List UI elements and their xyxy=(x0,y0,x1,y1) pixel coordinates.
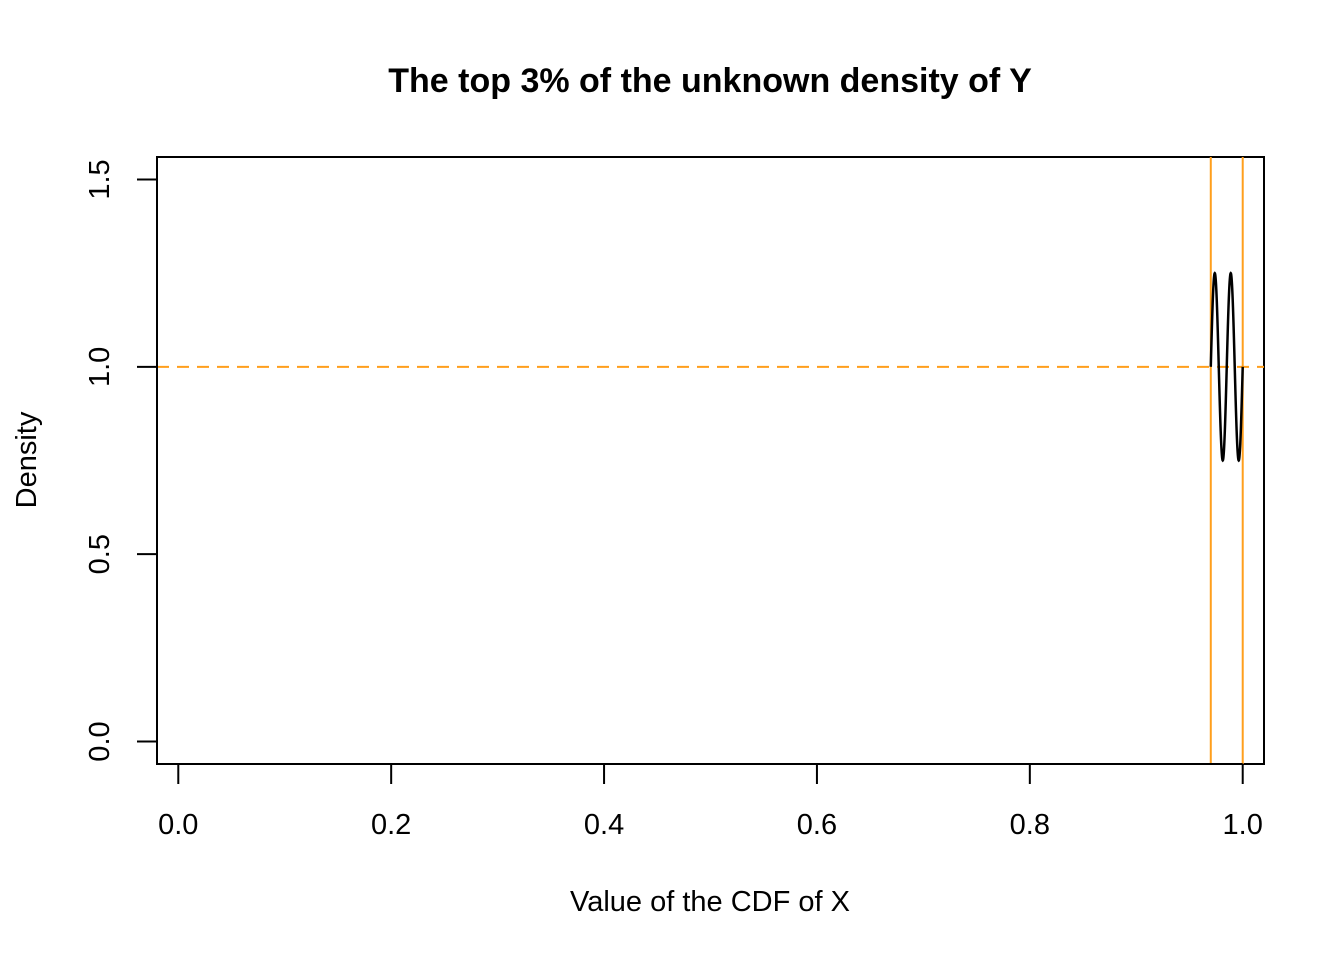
x-tick-label: 0.4 xyxy=(584,809,624,841)
x-tick-label: 0.6 xyxy=(797,809,837,841)
y-tick-label: 0.0 xyxy=(84,721,116,761)
plot-frame xyxy=(156,156,1265,765)
x-axis-label: Value of the CDF of X xyxy=(570,886,850,918)
x-tick-label: 1.0 xyxy=(1223,809,1263,841)
x-axis: 0.0 0.2 0.4 0.6 0.8 1.0 xyxy=(158,763,1263,841)
x-tick-label: 0.2 xyxy=(371,809,411,841)
x-tick-label: 0.0 xyxy=(158,809,198,841)
reference-lines xyxy=(157,157,1264,764)
y-axis: 0.0 0.5 1.0 1.5 xyxy=(84,159,158,762)
chart-title: The top 3% of the unknown density of Y xyxy=(388,62,1032,100)
x-tick-label: 0.8 xyxy=(1010,809,1050,841)
y-tick-label: 1.0 xyxy=(84,347,116,387)
density-curve xyxy=(1209,271,1244,463)
y-axis-label: Density xyxy=(11,411,43,508)
series-group xyxy=(1209,271,1244,463)
y-tick-label: 0.5 xyxy=(84,534,116,574)
y-tick-label: 1.5 xyxy=(84,159,116,199)
